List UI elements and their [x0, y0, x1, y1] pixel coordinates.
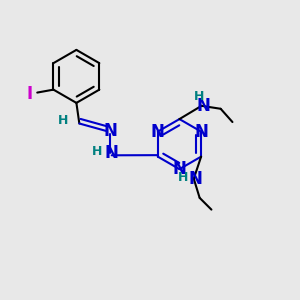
Text: H: H	[58, 114, 68, 127]
Text: N: N	[196, 97, 210, 115]
Text: H: H	[194, 90, 204, 103]
Text: I: I	[27, 85, 33, 103]
Text: N: N	[188, 170, 202, 188]
Text: N: N	[103, 122, 117, 140]
Text: H: H	[92, 145, 102, 158]
Text: H: H	[177, 171, 188, 184]
Text: N: N	[105, 144, 119, 162]
Text: N: N	[172, 160, 186, 178]
Text: N: N	[151, 123, 165, 141]
Text: N: N	[194, 123, 208, 141]
